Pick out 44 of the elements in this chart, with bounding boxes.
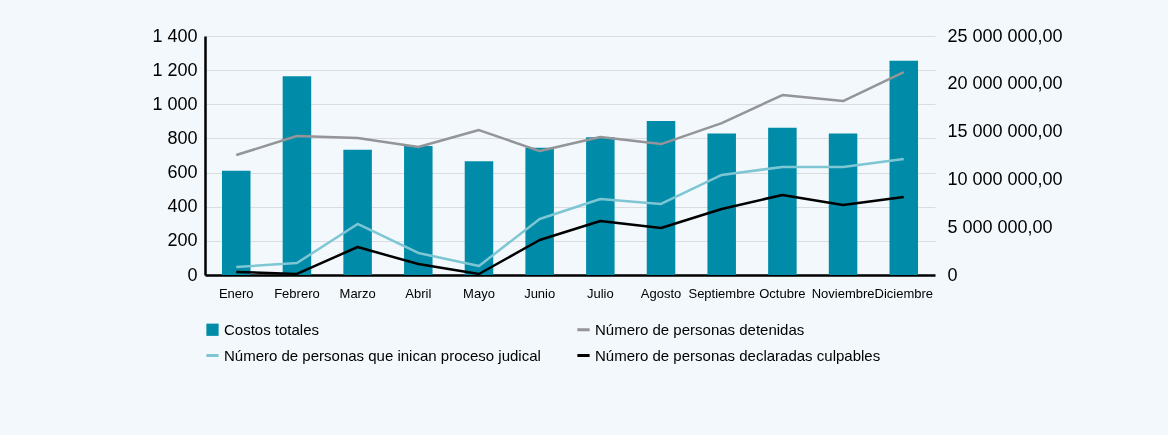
x-tick-label: Diciembre <box>874 285 934 301</box>
bar <box>282 76 312 275</box>
bar <box>707 133 736 275</box>
y2-tick-label: 20 000 000,00 <box>947 73 1063 94</box>
bar <box>525 147 554 275</box>
y2-tick-label: 0 <box>947 264 958 285</box>
y-tick-label: 1 200 <box>152 59 198 80</box>
bar <box>221 170 251 275</box>
x-tick-label: Enero <box>218 285 254 301</box>
legend-label: Número de personas que inican proceso judical <box>224 346 541 364</box>
legend-label: Costos totales <box>224 320 320 338</box>
y-tick-label: 600 <box>167 162 198 183</box>
x-tick-label: Agosto <box>640 285 682 301</box>
x-tick-label: Julio <box>586 285 614 301</box>
y-tick-label: 800 <box>167 127 198 148</box>
bar <box>464 161 494 275</box>
bar <box>404 145 433 275</box>
x-tick-label: Mayo <box>463 285 495 301</box>
legend-label: Número de personas detenidas <box>595 320 805 338</box>
y2-tick-label: 15 000 000,00 <box>947 121 1063 142</box>
bar <box>889 60 919 275</box>
y-tick-label: 1 000 <box>152 93 198 114</box>
y-tick-label: 200 <box>167 230 198 251</box>
x-tick-label: Septiembre <box>688 285 755 301</box>
x-tick-label: Noviembre <box>811 285 875 301</box>
x-tick-label: Marzo <box>339 285 376 301</box>
x-tick-label: Octubre <box>759 285 806 301</box>
y-tick-label: 0 <box>187 264 198 285</box>
line-series <box>235 70 905 157</box>
legend-label: Número de personas declaradas culpables <box>595 346 881 364</box>
bar <box>768 127 797 275</box>
y2-tick-label: 5 000 000,00 <box>947 216 1053 237</box>
bar <box>828 133 858 275</box>
y-tick-label: 1 400 <box>152 25 198 46</box>
line-series <box>235 157 905 269</box>
x-tick-label: Abril <box>405 285 432 301</box>
y2-tick-label: 25 000 000,00 <box>947 25 1063 46</box>
y2-tick-label: 10 000 000,00 <box>947 168 1063 189</box>
y-tick-label: 400 <box>167 196 198 217</box>
x-tick-label: Junio <box>524 285 556 301</box>
x-tick-label: Febrero <box>274 285 320 301</box>
bar <box>646 121 676 275</box>
bar <box>343 149 372 275</box>
bar <box>586 137 615 275</box>
